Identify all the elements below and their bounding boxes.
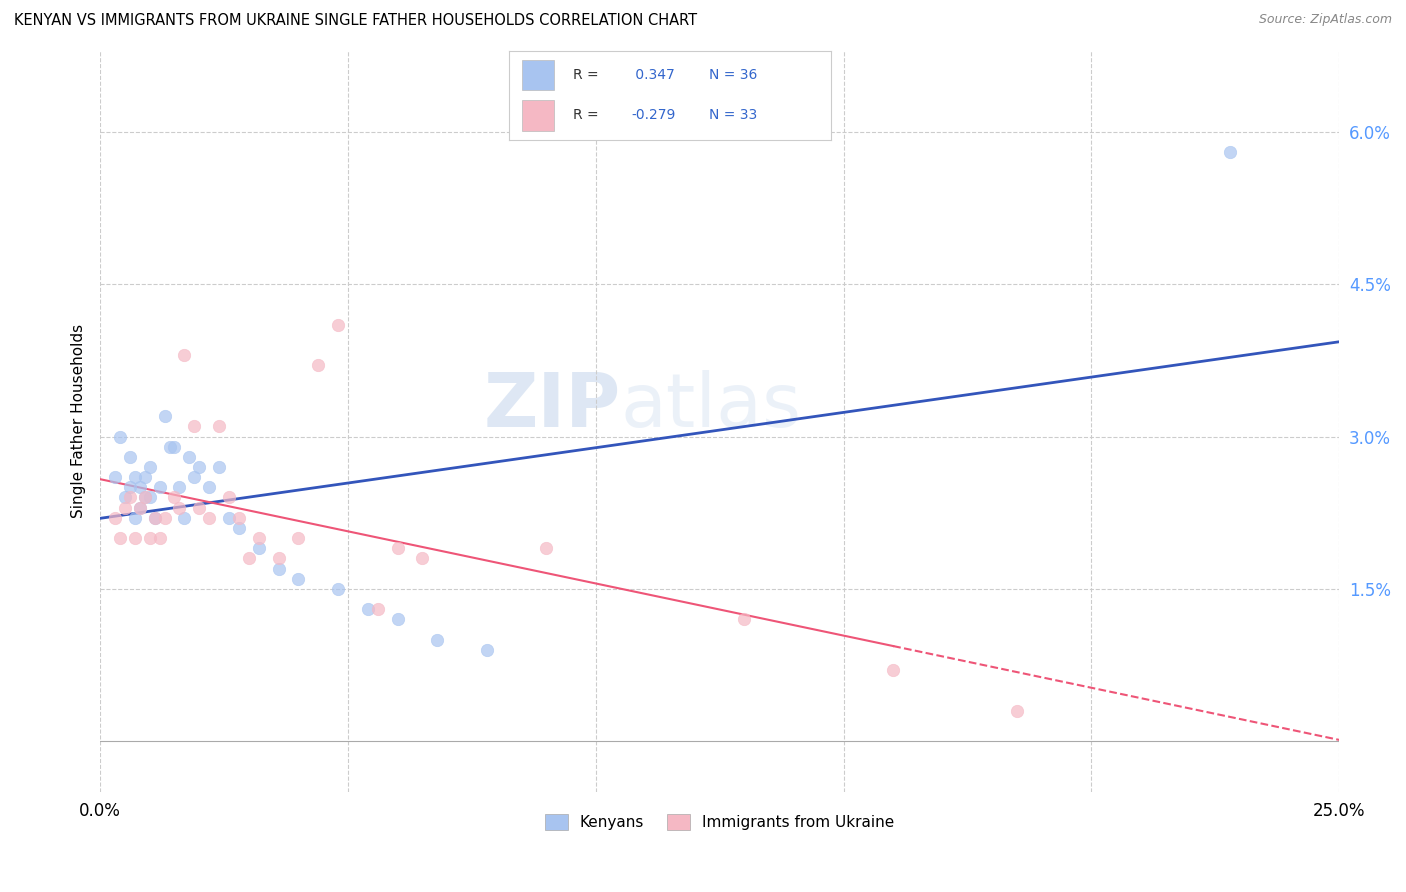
Point [326,318,349,332]
Point [228,510,250,524]
Y-axis label: Single Father Households: Single Father Households [72,325,86,518]
Point [169,480,191,494]
Point [326,582,349,596]
Point [198,510,221,524]
Point [124,510,146,524]
Point [1005,704,1028,718]
Point [149,531,172,545]
Point [188,500,211,515]
Point [247,541,270,556]
Point [149,480,172,494]
Point [367,602,389,616]
Point [114,491,136,505]
Point [153,510,176,524]
Point [163,491,186,505]
Point [183,470,205,484]
Point [128,500,150,515]
Point [1219,145,1241,160]
Point [118,491,141,505]
Point [307,359,329,373]
Point [104,470,127,484]
Point [108,429,131,443]
Text: Source: ZipAtlas.com: Source: ZipAtlas.com [1258,13,1392,27]
Point [238,551,260,566]
Point [124,470,146,484]
Point [426,632,449,647]
Point [138,460,160,475]
Point [208,419,231,434]
Point [387,541,409,556]
Point [475,642,498,657]
Point [173,510,195,524]
Point [267,561,290,575]
Point [534,541,557,556]
Point [108,531,131,545]
Point [247,531,270,545]
Point [734,612,756,626]
Point [198,480,221,494]
Point [138,531,160,545]
Point [143,510,166,524]
Text: ZIP: ZIP [484,370,620,443]
Point [882,663,904,677]
Point [208,460,231,475]
Text: atlas: atlas [620,370,801,443]
Point [357,602,380,616]
Point [287,531,309,545]
Point [173,348,195,362]
Point [183,419,205,434]
Legend: Kenyans, Immigrants from Ukraine: Kenyans, Immigrants from Ukraine [538,808,901,836]
Point [159,440,181,454]
Point [124,531,146,545]
Point [169,500,191,515]
Point [411,551,433,566]
Point [267,551,290,566]
Point [179,450,201,464]
Point [134,491,156,505]
Point [218,510,240,524]
Point [163,440,186,454]
Point [104,510,127,524]
Point [287,572,309,586]
Point [128,480,150,494]
Point [143,510,166,524]
Point [134,470,156,484]
Point [153,409,176,424]
Point [138,491,160,505]
Point [218,491,240,505]
Point [128,500,150,515]
Point [387,612,409,626]
Point [228,521,250,535]
Point [118,480,141,494]
Point [114,500,136,515]
Point [188,460,211,475]
Text: KENYAN VS IMMIGRANTS FROM UKRAINE SINGLE FATHER HOUSEHOLDS CORRELATION CHART: KENYAN VS IMMIGRANTS FROM UKRAINE SINGLE… [14,13,697,29]
Point [118,450,141,464]
Point [134,491,156,505]
